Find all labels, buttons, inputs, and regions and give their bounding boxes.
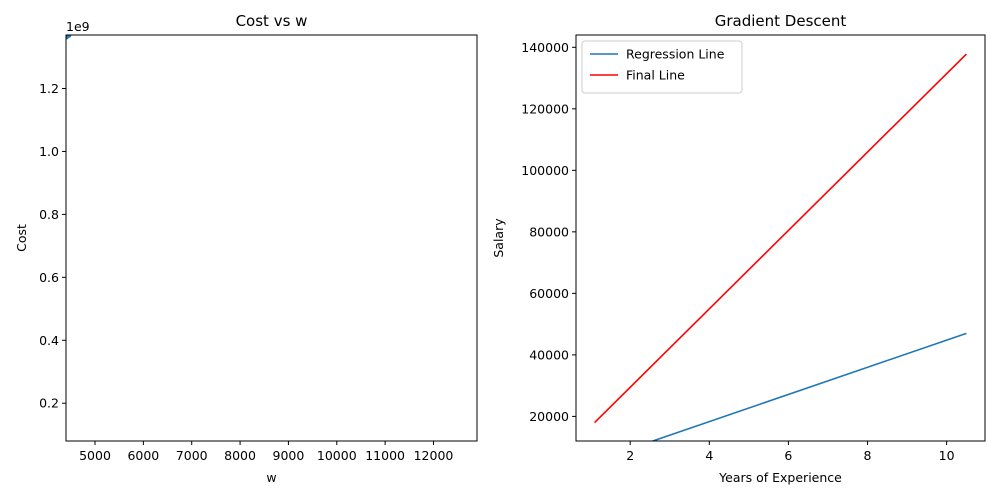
x-axis-label: Years of Experience — [718, 470, 842, 485]
y-tick-label: 80000 — [529, 224, 569, 239]
y-tick-label: 120000 — [521, 101, 569, 116]
x-tick-label: 7000 — [176, 448, 208, 463]
legend-label: Regression Line — [626, 47, 725, 62]
x-tick-label: 9000 — [273, 448, 305, 463]
series-line-2 — [594, 53, 967, 424]
x-tick-label: 5000 — [79, 448, 111, 463]
chart-title: Gradient Descent — [715, 12, 847, 30]
scatter-point — [66, 35, 72, 38]
x-tick-label: 8 — [864, 448, 872, 463]
chart-panel-2: 2 4 6 8 10 20000 40000 60000 80000 100000 120000 14… — [491, 12, 986, 485]
y-tick-label: 0.2 — [39, 396, 59, 411]
y-tick-label: 40000 — [529, 347, 569, 362]
y-axis-label: Cost — [14, 224, 29, 252]
y-offset-text: 1e9 — [66, 19, 90, 34]
y-tick-label: 20000 — [529, 409, 569, 424]
y-axis-label: Salary — [491, 218, 506, 258]
x-tick-label: 8000 — [224, 448, 256, 463]
x-axis-label: w — [266, 470, 276, 485]
legend-label: Final Line — [626, 68, 685, 83]
x-tick-label: 4 — [705, 448, 713, 463]
legend-box — [581, 40, 743, 94]
chart-panel-1: 5000 6000 7000 8000 9000 10000 11000 12000 0.2 0.… — [14, 12, 478, 485]
x-tick-label: 6 — [784, 448, 792, 463]
y-tick-label: 1.0 — [39, 144, 59, 159]
legend: Regression Line Final Line — [581, 40, 743, 94]
axes-frame — [65, 34, 478, 442]
x-tick-label: 10000 — [317, 448, 357, 463]
x-tick-label: 12000 — [414, 448, 454, 463]
x-tick-label: 10 — [939, 448, 955, 463]
y-tick-label: 0.4 — [39, 333, 59, 348]
y-tick-label: 0.8 — [39, 207, 59, 222]
plot-area — [66, 35, 72, 40]
chart-title: Cost vs w — [236, 12, 308, 30]
y-tick-label: 60000 — [529, 286, 569, 301]
y-tick-label: 1.2 — [39, 81, 59, 96]
series-line-1 — [650, 332, 967, 441]
x-tick-label: 2 — [626, 448, 634, 463]
axes-frame — [575, 34, 986, 442]
y-tick-label: 0.6 — [39, 270, 59, 285]
y-tick-label: 140000 — [521, 40, 569, 55]
x-tick-label: 11000 — [365, 448, 405, 463]
y-tick-label: 100000 — [521, 163, 569, 178]
x-tick-label: 6000 — [127, 448, 159, 463]
plot-area — [594, 53, 967, 441]
